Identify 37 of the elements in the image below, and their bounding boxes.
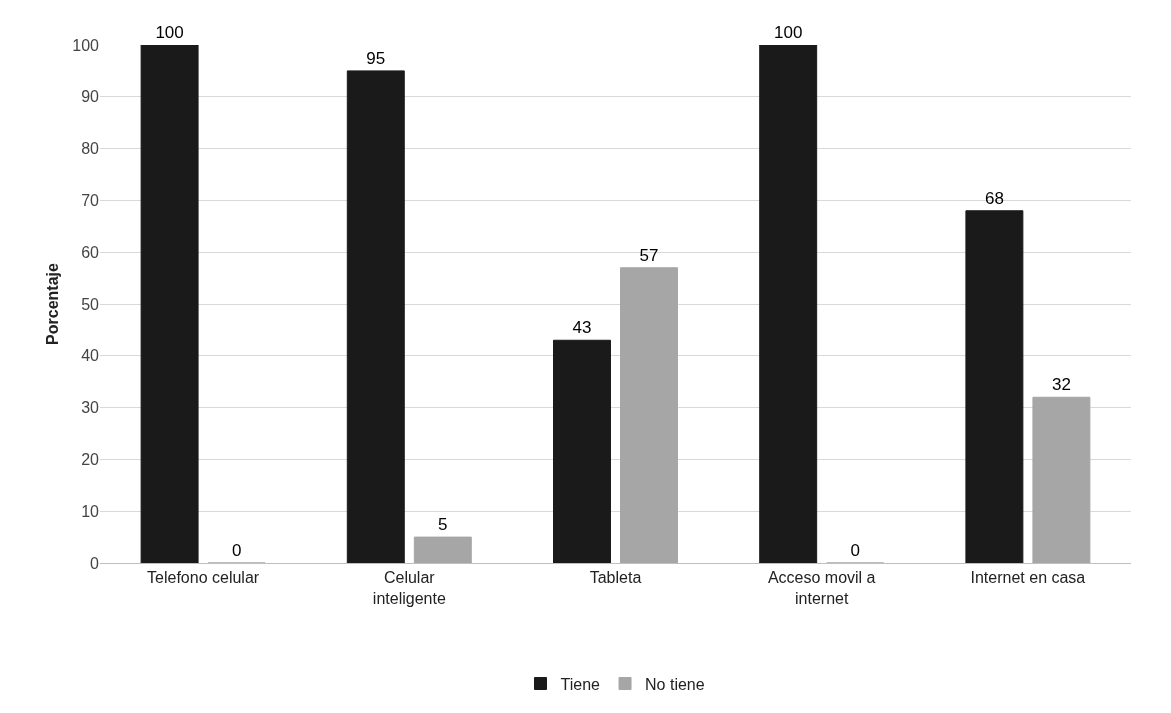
data-label: 0	[231, 541, 242, 560]
y-tick-label: 20	[81, 451, 100, 468]
bar	[620, 267, 678, 563]
bar	[759, 45, 818, 563]
data-label: 5	[438, 515, 448, 535]
bar	[346, 70, 405, 563]
x-tick-label: Tableta	[589, 569, 642, 587]
data-label: 95	[366, 48, 386, 68]
y-tick-label: 0	[90, 554, 100, 572]
y-tick-label: 90	[81, 88, 100, 106]
data-label: 57	[639, 245, 659, 265]
bar	[965, 210, 1024, 563]
y-tick-label: 40	[81, 347, 100, 365]
bar	[553, 339, 611, 563]
y-tick-label: 10	[81, 502, 100, 520]
data-label: 43	[572, 318, 592, 338]
y-tick-label: 100	[72, 36, 100, 54]
y-tick-label: 70	[81, 192, 100, 209]
x-tick-label: Celular inteligente	[372, 569, 446, 607]
legend-label: Tiene	[560, 675, 601, 693]
data-label: 100	[774, 23, 803, 42]
data-label: 100	[155, 23, 184, 42]
y-tick-label: 80	[81, 140, 100, 158]
y-tick-label: 50	[81, 295, 100, 313]
data-label: 32	[1051, 375, 1071, 395]
data-label: 0	[850, 541, 860, 560]
x-tick-label: Acceso movil a internet	[767, 569, 876, 607]
legend-label: No tiene	[645, 675, 705, 693]
y-tick-label: 60	[81, 243, 100, 261]
bar	[1032, 396, 1091, 563]
bar	[140, 45, 199, 563]
bar	[413, 536, 472, 563]
x-tick-label: Internet en casa	[970, 569, 1086, 587]
x-tick-label: Telefono celular	[147, 569, 260, 587]
y-axis-title: Porcentaje	[44, 262, 61, 345]
y-tick-label: 30	[81, 399, 100, 417]
data-label: 68	[984, 188, 1004, 208]
